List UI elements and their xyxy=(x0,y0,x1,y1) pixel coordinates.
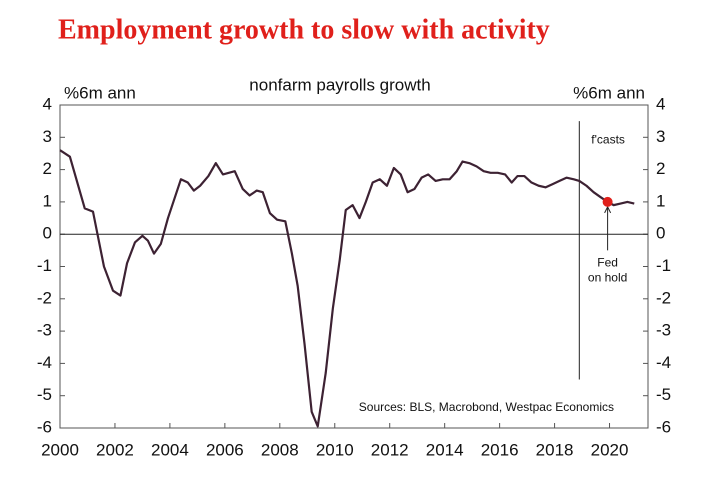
y-tick-label: 2 xyxy=(43,159,52,178)
x-tick-label: 2018 xyxy=(536,440,574,459)
y2-axis-label: %6m ann xyxy=(573,83,645,102)
y2-tick-label: 4 xyxy=(656,94,665,113)
highlight-point xyxy=(602,196,613,207)
x-tick-label: 2012 xyxy=(371,440,409,459)
x-tick-label: 2020 xyxy=(591,440,629,459)
forecast-label: f'casts xyxy=(591,133,625,147)
y2-tick-label: -4 xyxy=(656,353,671,372)
y-tick-label: -1 xyxy=(37,256,52,275)
y2-tick-label: -6 xyxy=(656,417,671,436)
y-tick-label: 1 xyxy=(43,191,52,210)
x-tick-label: 2010 xyxy=(316,440,354,459)
source: Sources: BLS, Macrobond, Westpac Economi… xyxy=(359,400,614,414)
highlight-label: on hold xyxy=(588,270,627,284)
chart-title: Employment growth to slow with activity xyxy=(58,14,550,45)
y-tick-label: 0 xyxy=(43,224,52,243)
y-tick-label: -4 xyxy=(37,353,52,372)
x-tick-label: 2016 xyxy=(481,440,519,459)
highlight-label: Fed xyxy=(597,255,618,269)
y-tick-label: -2 xyxy=(37,288,52,307)
annotation-arrowhead xyxy=(604,205,612,214)
plot-frame xyxy=(59,104,649,429)
x-tick-label: 2000 xyxy=(41,440,79,459)
x-tick-label: 2006 xyxy=(206,440,244,459)
y2-tick-label: -2 xyxy=(656,288,671,307)
x-tick-label: 2002 xyxy=(96,440,134,459)
y2-tick-label: 1 xyxy=(656,191,665,210)
y-axis-label: %6m ann xyxy=(64,83,136,102)
y2-tick-label: -3 xyxy=(656,321,671,340)
y-tick-label: -6 xyxy=(37,417,52,436)
y2-tick-label: -1 xyxy=(656,256,671,275)
series-line xyxy=(59,149,635,428)
y-tick-label: 3 xyxy=(43,127,52,146)
y2-tick-label: 0 xyxy=(656,224,665,243)
x-tick-label: 2004 xyxy=(151,440,189,459)
y2-tick-label: -5 xyxy=(656,385,671,404)
x-tick-label: 2014 xyxy=(426,440,464,459)
y-tick-label: 4 xyxy=(43,94,52,113)
y-tick-label: -3 xyxy=(37,321,52,340)
y2-tick-label: 3 xyxy=(656,127,665,146)
y-tick-label: -5 xyxy=(37,385,52,404)
x-tick-label: 2008 xyxy=(261,440,299,459)
chart-subtitle: nonfarm payrolls growth xyxy=(249,75,430,94)
y2-tick-label: 2 xyxy=(656,159,665,178)
